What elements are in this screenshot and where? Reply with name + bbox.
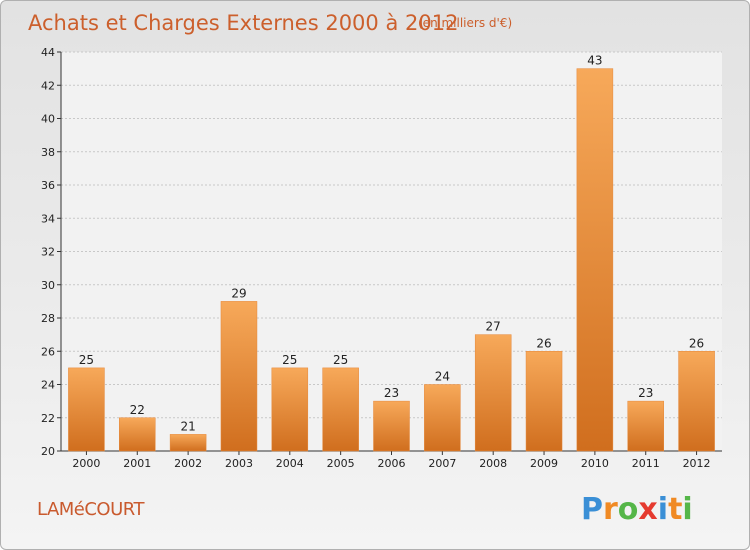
bar-2002 xyxy=(169,434,207,452)
value-label: 22 xyxy=(130,403,145,417)
y-tick-label: 22 xyxy=(41,412,55,425)
bar-2001 xyxy=(119,417,156,452)
value-label: 29 xyxy=(231,286,246,300)
x-tick-label: 2006 xyxy=(378,457,406,470)
chart-title: Achats et Charges Externes 2000 à 2012 xyxy=(28,11,458,35)
y-tick-label: 34 xyxy=(41,212,55,225)
value-label: 27 xyxy=(486,320,501,334)
value-labels: 25 22 21 29 25 25 23 24 27 26 43 23 26 xyxy=(79,54,704,434)
proxiti-logo: Proxiti xyxy=(581,492,693,527)
y-tick-label: 40 xyxy=(41,113,55,126)
value-label: 25 xyxy=(333,353,348,367)
x-tick-label: 2010 xyxy=(581,457,609,470)
y-tick-label: 24 xyxy=(41,379,55,392)
bars xyxy=(68,68,715,452)
y-tick-label: 20 xyxy=(41,445,55,458)
value-label: 26 xyxy=(689,336,704,350)
x-tick-label: 2007 xyxy=(428,457,456,470)
bar-2006 xyxy=(373,400,410,452)
x-tick-label: 2005 xyxy=(327,457,355,470)
y-tick-label: 36 xyxy=(41,179,55,192)
y-tick-label: 44 xyxy=(41,46,55,59)
x-tick-label: 2001 xyxy=(123,457,151,470)
x-tick-label: 2011 xyxy=(632,457,660,470)
value-label: 23 xyxy=(638,386,653,400)
bar-2007 xyxy=(424,384,461,452)
y-tick-label: 28 xyxy=(41,312,55,325)
y-tick-label: 30 xyxy=(41,279,55,292)
bar-2008 xyxy=(474,334,512,452)
x-tick-label: 2004 xyxy=(276,457,304,470)
value-label: 43 xyxy=(587,54,602,68)
y-tick-label: 38 xyxy=(41,146,55,159)
value-label: 25 xyxy=(79,353,94,367)
bar-2000 xyxy=(68,367,105,452)
x-tick-label: 2003 xyxy=(225,457,253,470)
bar-2011 xyxy=(627,400,664,452)
bar-2009 xyxy=(525,351,563,452)
value-label: 23 xyxy=(384,386,399,400)
value-label: 26 xyxy=(536,336,551,350)
x-tick-label: 2002 xyxy=(174,457,202,470)
x-tick-label: 2009 xyxy=(530,457,558,470)
y-tick-label: 42 xyxy=(41,79,55,92)
bar-2004 xyxy=(271,367,309,452)
y-tick-label: 26 xyxy=(41,345,55,358)
value-label: 21 xyxy=(180,419,195,433)
value-label: 24 xyxy=(435,370,450,384)
y-tick-label: 32 xyxy=(41,246,55,259)
x-tick-label: 2012 xyxy=(683,457,711,470)
chart-subtitle: (en milliers d'€) xyxy=(418,16,512,30)
logo-text: Proxiti xyxy=(581,492,693,527)
bar-2010 xyxy=(576,68,614,452)
commune-name: LAMéCOURT xyxy=(37,499,145,520)
bar-2003 xyxy=(220,301,258,452)
value-label: 25 xyxy=(282,353,297,367)
x-tick-label: 2000 xyxy=(72,457,100,470)
x-tick-label: 2008 xyxy=(479,457,507,470)
bar-2012 xyxy=(678,351,715,452)
bar-2005 xyxy=(322,367,359,452)
